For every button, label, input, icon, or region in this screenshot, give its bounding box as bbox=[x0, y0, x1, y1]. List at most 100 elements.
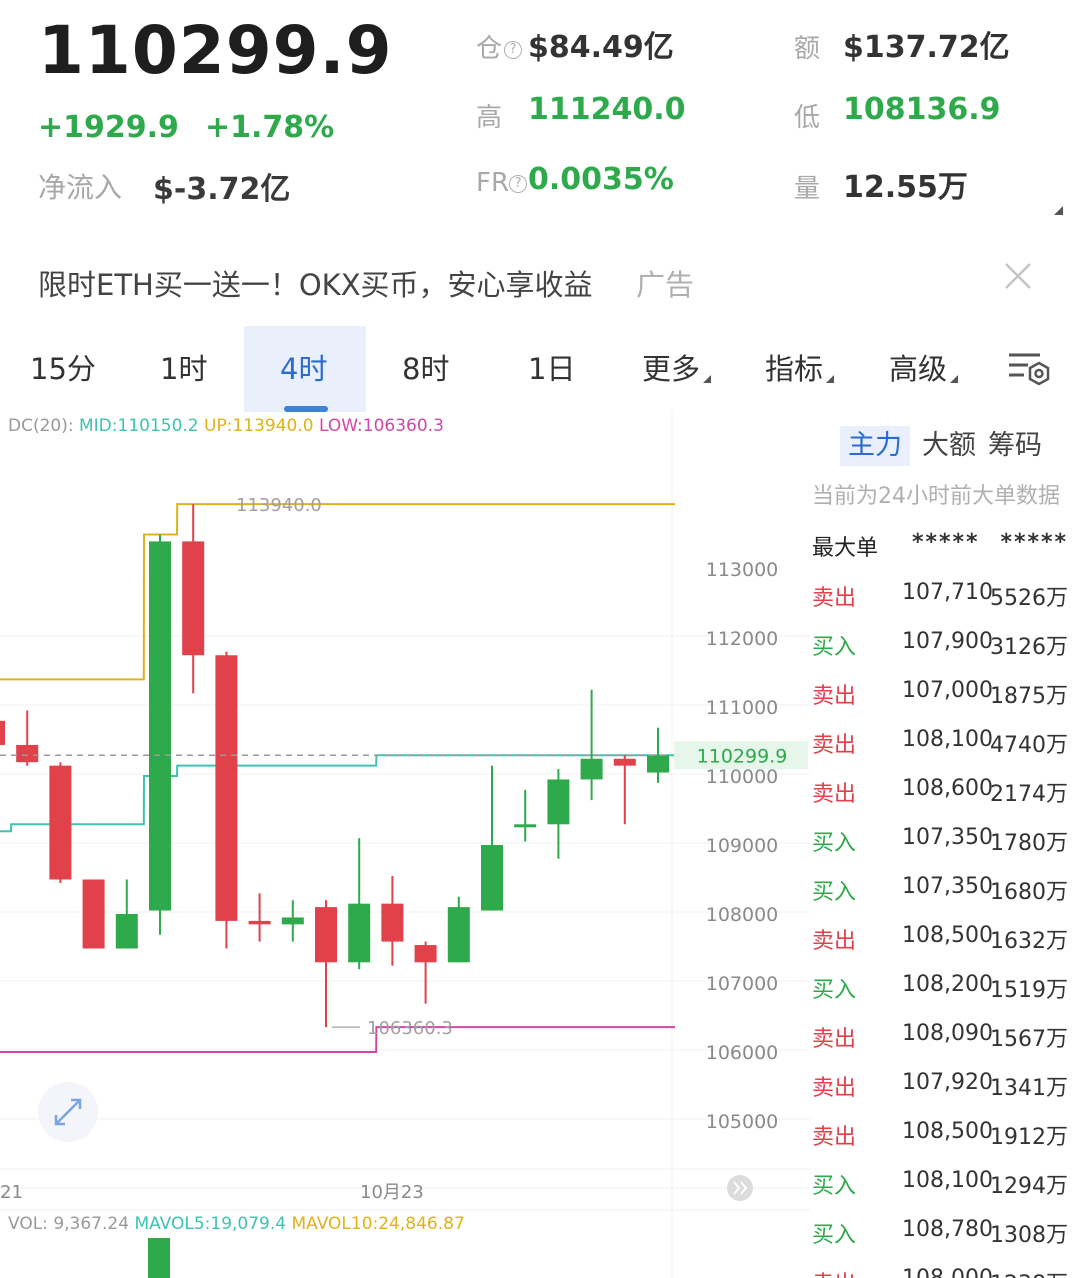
order-side: 卖出 bbox=[812, 684, 857, 709]
netflow-value: $-3.72亿 bbox=[153, 172, 291, 207]
dc-name: DC(20): bbox=[8, 416, 74, 436]
vol-value: VOL: 9,367.24 bbox=[8, 1214, 130, 1234]
list-item[interactable]: 卖出 108,0001238万 bbox=[812, 1266, 1074, 1278]
help-icon[interactable]: ? bbox=[509, 175, 528, 193]
tab-more[interactable]: 更多 bbox=[642, 326, 712, 412]
help-icon[interactable]: ? bbox=[504, 41, 523, 59]
tab-indicators[interactable]: 指标 bbox=[765, 326, 835, 412]
volume-label: 量 bbox=[794, 174, 821, 204]
order-amount: 1294万 bbox=[990, 1174, 1068, 1199]
chevron-right-icon bbox=[733, 1181, 748, 1195]
candlestick-chart[interactable]: 113000 112000 111000 110000 109000 108000 1070… bbox=[0, 412, 810, 1278]
dc-low: LOW:106360.3 bbox=[318, 416, 444, 436]
list-item[interactable]: 卖出 108,600 2174万 bbox=[812, 776, 1074, 825]
volume-legend: VOL: 9,367.24 MAVOL5:19,079.4 MAVOL10:24… bbox=[8, 1214, 465, 1234]
panel-header-row: 最大单 ***** ***** bbox=[812, 530, 1074, 579]
candle-body bbox=[281, 917, 304, 925]
turnover-value: $137.72亿 bbox=[843, 30, 1010, 65]
chart-settings-icon[interactable] bbox=[1006, 350, 1052, 388]
y-tick-label: 110000 bbox=[706, 766, 779, 788]
list-item[interactable]: 买入 108,100 1294万 bbox=[812, 1168, 1074, 1217]
y-tick-label: 112000 bbox=[706, 628, 779, 650]
timeframe-tabs: 15分 1时 4时 8时 1日 更多 指标 高级 bbox=[0, 326, 1080, 412]
order-side: 卖出 bbox=[812, 733, 857, 758]
open-interest-label: 仓? bbox=[476, 28, 523, 65]
list-item[interactable]: 卖出 107,920 1341万 bbox=[812, 1070, 1074, 1119]
netflow-label: 净流入 bbox=[38, 171, 123, 204]
tab-1h[interactable]: 1时 bbox=[160, 352, 208, 386]
order-amount: 1912万 bbox=[990, 1125, 1068, 1150]
open-interest-value: $84.49亿 bbox=[528, 30, 674, 65]
y-tick-label: 109000 bbox=[706, 835, 779, 857]
header-price: ***** bbox=[912, 530, 980, 555]
candle-body bbox=[0, 720, 5, 745]
list-item[interactable]: 买入 107,350 1780万 bbox=[812, 825, 1074, 874]
list-item[interactable]: 卖出 108,090 1567万 bbox=[812, 1021, 1074, 1070]
candle-body bbox=[49, 765, 72, 880]
list-item[interactable]: 买入 107,350 1680万 bbox=[812, 874, 1074, 923]
tab-chips[interactable]: 筹码 bbox=[988, 430, 1042, 461]
price-change: +1929.9 bbox=[38, 110, 179, 145]
order-side: 买入 bbox=[812, 831, 857, 856]
expand-corner-icon[interactable] bbox=[1054, 206, 1063, 215]
x-tick-label: 10月23 bbox=[360, 1182, 424, 1203]
dc-low-line bbox=[0, 1026, 675, 1053]
tab-15m[interactable]: 15分 bbox=[30, 352, 96, 386]
order-side: 卖出 bbox=[812, 1076, 857, 1101]
tab-large-amount[interactable]: 大额 bbox=[922, 430, 976, 461]
order-side: 买入 bbox=[812, 1223, 857, 1248]
caret-icon bbox=[950, 375, 959, 383]
candle-body bbox=[613, 758, 636, 766]
candle-body bbox=[82, 879, 105, 949]
list-item[interactable]: 卖出 107,000 1875万 bbox=[812, 678, 1074, 727]
tab-active-indicator bbox=[284, 406, 328, 412]
list-item[interactable]: 卖出 108,100 4740万 bbox=[812, 727, 1074, 776]
order-amount: 1341万 bbox=[990, 1076, 1068, 1101]
y-tick-label: 107000 bbox=[706, 973, 779, 995]
list-item[interactable]: 买入 108,780 1308万 bbox=[812, 1217, 1074, 1266]
order-price: 107,350 bbox=[902, 874, 993, 899]
high-label: 高 bbox=[476, 103, 503, 133]
mavol10: MAVOL10:24,846.87 bbox=[291, 1214, 465, 1234]
turnover-label: 额 bbox=[794, 34, 821, 64]
order-price: 108,100 bbox=[902, 1168, 993, 1193]
order-price: 107,920 bbox=[902, 1070, 993, 1095]
order-side: 卖出 bbox=[812, 1125, 857, 1150]
y-tick-label: 113000 bbox=[706, 559, 779, 581]
mavol5: MAVOL5:19,079.4 bbox=[134, 1214, 287, 1234]
tab-active-bg bbox=[244, 326, 366, 412]
dc-indicator-legend: DC(20): MID:110150.2 UP:113940.0 LOW:106… bbox=[8, 416, 444, 436]
list-item[interactable]: 卖出 107,710 5526万 bbox=[812, 580, 1074, 629]
order-price: 108,200 bbox=[902, 972, 993, 997]
tab-main-force[interactable]: 主力 bbox=[840, 426, 910, 466]
candle-body bbox=[16, 744, 39, 763]
list-item[interactable]: 卖出 108,500 1912万 bbox=[812, 1119, 1074, 1168]
dc-up: UP:113940.0 bbox=[204, 416, 314, 436]
order-price: 108,000 bbox=[902, 1266, 993, 1278]
order-amount: 1632万 bbox=[990, 929, 1068, 954]
tab-4h[interactable]: 4时 bbox=[280, 352, 328, 386]
order-amount: 1680万 bbox=[990, 880, 1068, 905]
order-price: 108,500 bbox=[902, 923, 993, 948]
candle-body bbox=[248, 920, 271, 925]
order-price: 108,600 bbox=[902, 776, 993, 801]
tab-8h[interactable]: 8时 bbox=[402, 352, 450, 386]
order-amount: 5526万 bbox=[990, 586, 1068, 611]
tab-1d[interactable]: 1日 bbox=[528, 352, 576, 386]
list-item[interactable]: 买入 107,900 3126万 bbox=[812, 629, 1074, 678]
candle-body bbox=[381, 903, 404, 942]
order-price: 107,000 bbox=[902, 678, 993, 703]
order-amount: 1519万 bbox=[990, 978, 1068, 1003]
ad-text[interactable]: 限时ETH买一送一！OKX买币，安心享收益 bbox=[38, 268, 593, 302]
list-item[interactable]: 卖出 108,500 1632万 bbox=[812, 923, 1074, 972]
low-label: 低 bbox=[794, 103, 821, 133]
caret-icon bbox=[703, 375, 712, 383]
panel-note: 当前为24小时前大单数据 bbox=[812, 484, 1060, 509]
last-price: 110299.9 bbox=[38, 12, 393, 89]
candle-body bbox=[215, 655, 238, 921]
order-side: 买入 bbox=[812, 880, 857, 905]
candle-body bbox=[547, 779, 570, 825]
list-item[interactable]: 买入 108,200 1519万 bbox=[812, 972, 1074, 1021]
close-icon[interactable] bbox=[1000, 258, 1036, 294]
tab-advanced[interactable]: 高级 bbox=[889, 326, 959, 412]
